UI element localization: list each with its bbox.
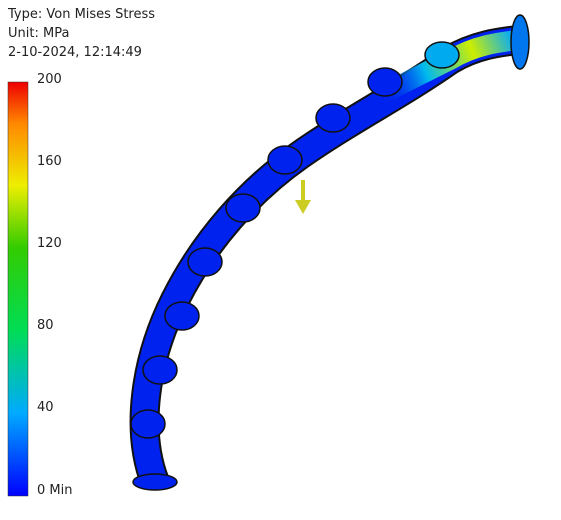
color-bar xyxy=(7,81,29,497)
legend-label: 0 Min xyxy=(37,483,73,498)
legend-label: 160 xyxy=(37,154,62,169)
legend-label: 40 xyxy=(37,400,54,415)
clamps xyxy=(130,14,530,491)
timestamp: 2-10-2024, 12:14:49 xyxy=(8,45,142,60)
load-arrow xyxy=(295,180,311,214)
legend-label: 200 xyxy=(37,72,62,87)
legend-label: 120 xyxy=(37,236,62,251)
legend-label: 80 xyxy=(37,318,54,333)
unit: Unit: MPa xyxy=(8,26,70,41)
result-type: Type: Von Mises Stress xyxy=(8,7,156,22)
